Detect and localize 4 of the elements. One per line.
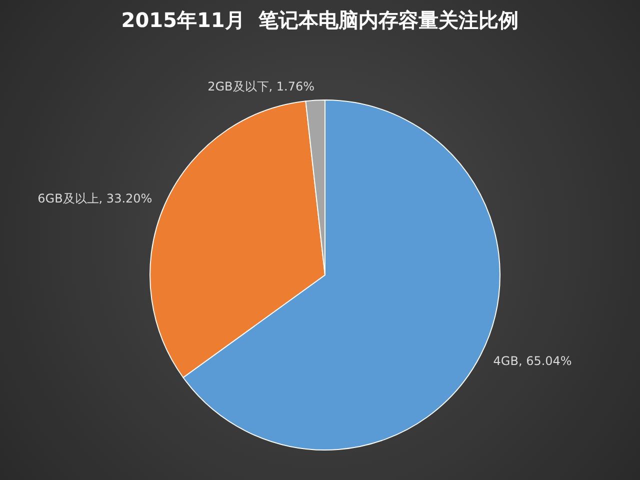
slice-label: 2GB及以下, 1.76% [208, 79, 315, 94]
slice-label: 6GB及以上, 33.20% [38, 191, 152, 206]
slice-label: 4GB, 65.04% [493, 354, 572, 368]
chart-title: 2015年11月 笔记本电脑内存容量关注比例 [120, 7, 520, 34]
